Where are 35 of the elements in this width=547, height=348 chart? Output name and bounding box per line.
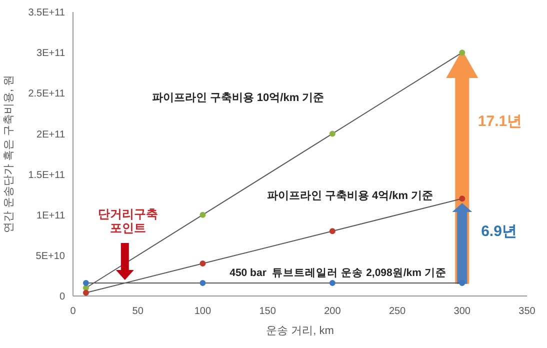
point	[459, 196, 466, 202]
x-axis-title: 운송 거리, km	[266, 325, 334, 337]
x-tick-label: 300	[454, 306, 471, 317]
y-axis-title: 연간 운송단가 혹은 구축비용, 원	[2, 74, 15, 234]
x-tick-label: 0	[70, 306, 76, 317]
annotation: 6.9년	[481, 223, 517, 240]
point	[200, 280, 206, 286]
annotation: 17.1년	[478, 113, 522, 130]
x-tick-label: 100	[194, 306, 212, 317]
point	[329, 130, 336, 137]
y-tick-label: 5E+10	[36, 250, 66, 262]
point	[329, 228, 336, 234]
point	[200, 212, 206, 218]
point	[329, 280, 336, 286]
point	[82, 280, 89, 286]
x-tick-label: 150	[259, 306, 276, 317]
y-tick-label: 0	[59, 292, 66, 303]
annotation: 단거리구축 포인트	[98, 207, 158, 235]
y-tick-label: 3.5E+11	[28, 8, 66, 19]
x-tick-label: 50	[132, 306, 144, 317]
point	[200, 260, 206, 267]
y-tick-label: 2.5E+11	[28, 88, 66, 100]
x-tick-label: 200	[324, 306, 342, 317]
annotation: 450 bar 튜브트레일러 운송 2,098원/km 기준	[230, 267, 446, 279]
y-tick-label: 2E+11	[36, 129, 66, 140]
y-tick-label: 1E+11	[36, 210, 66, 222]
x-tick-label: 250	[388, 306, 406, 317]
point	[82, 290, 89, 296]
point	[459, 280, 466, 286]
y-tick-label: 1.5E+11	[28, 170, 66, 181]
annotation: 파이프라인 구축비용 10억/km 기준	[152, 92, 324, 104]
point	[459, 50, 466, 56]
y-tick-label: 3E+11	[36, 48, 66, 60]
annotation: 파이프라인 구축비용 4억/km 기준	[266, 190, 434, 202]
x-tick-label: 350	[518, 306, 536, 317]
